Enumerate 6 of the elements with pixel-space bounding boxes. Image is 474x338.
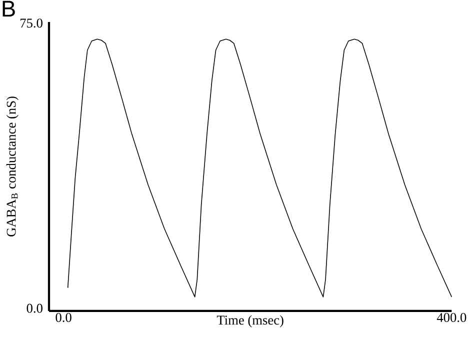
- line-series: [67, 38, 452, 298]
- chart-title: B: [2, 0, 15, 17]
- x-tick-label: 400.0: [436, 313, 466, 322]
- y-axis-title: GABA$_{B}$ conductance (nS): [6, 96, 18, 236]
- y-tick-label: 75.0: [20, 18, 42, 28]
- x-axis-title: Time (msec): [216, 315, 284, 328]
